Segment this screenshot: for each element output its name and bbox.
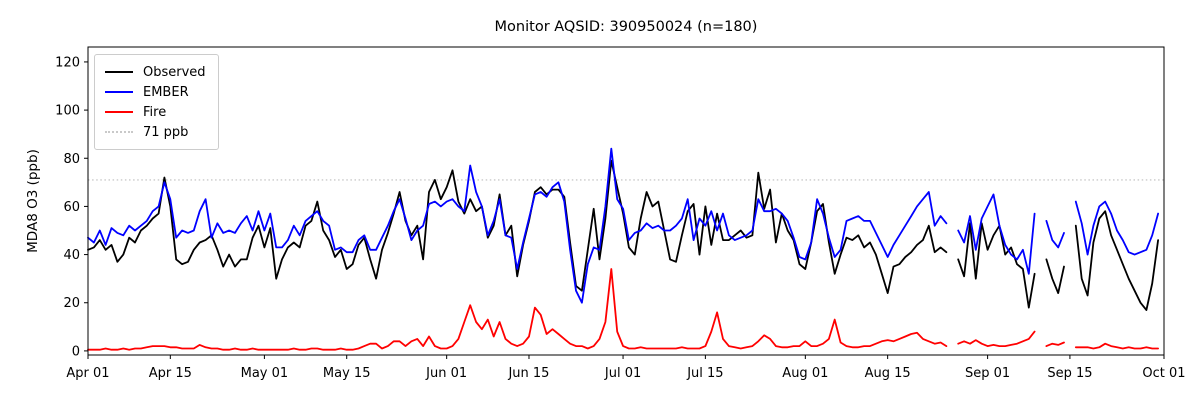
series-line-ember [87,147,1159,304]
fire-line-sample [105,111,133,113]
series-line-fire [87,268,1159,351]
legend-item-ember: EMBER [105,82,206,102]
x-tick-label: May 15 [323,366,371,381]
y-tick-label: 40 [63,248,80,263]
x-tick-label: Aug 01 [782,366,828,381]
y-tick-label: 0 [72,344,80,359]
x-tick-label: Sep 15 [1047,366,1092,381]
x-tick-label: Apr 15 [149,366,192,381]
legend-item-threshold: 71 ppb [105,122,206,142]
observed-line-sample [105,71,133,73]
legend-item-fire: Fire [105,102,206,122]
x-tick-label: Jun 01 [425,366,467,381]
y-tick-label: 20 [63,296,80,311]
series-line-observed [87,159,1159,311]
threshold-line-sample [105,131,133,133]
x-tick-label: Oct 01 [1142,366,1185,381]
x-tick-label: Apr 01 [66,366,109,381]
x-tick-label: Jul 15 [686,366,723,381]
x-tick-label: Aug 15 [865,366,911,381]
x-tick-label: Jul 01 [604,366,641,381]
legend-box: Observed EMBER Fire 71 ppb [94,54,219,150]
legend-label: EMBER [143,84,189,100]
x-tick-label: Sep 01 [965,366,1010,381]
legend-label: 71 ppb [143,124,189,140]
y-tick-label: 80 [63,152,80,167]
x-tick-label: May 01 [241,366,289,381]
ember-line-sample [105,91,133,93]
x-tick-label: Jun 15 [507,366,549,381]
chart-title: Monitor AQSID: 390950024 (n=180) [494,19,758,35]
y-tick-label: 120 [55,55,80,70]
legend-label: Fire [143,104,167,120]
legend-item-observed: Observed [105,62,206,82]
plot-frame [87,46,1165,356]
y-tick-label: 60 [63,200,80,215]
y-tick-label: 100 [55,104,80,119]
legend-label: Observed [143,64,206,80]
